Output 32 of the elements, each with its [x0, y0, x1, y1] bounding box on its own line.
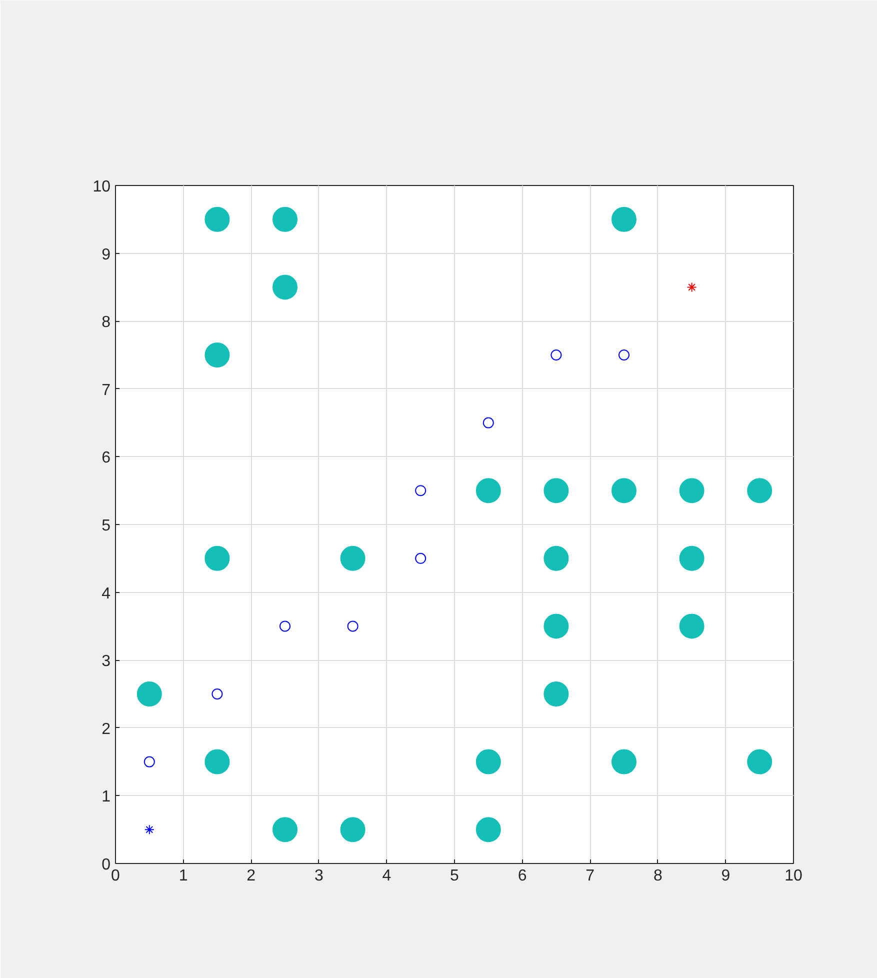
y-tick-label: 2 [102, 720, 111, 738]
y-tick-label: 7 [102, 382, 111, 399]
x-tick-label: 10 [784, 868, 802, 884]
y-tick-label: 4 [102, 585, 111, 602]
x-tick-label: 2 [246, 868, 256, 884]
x-tick-label: 3 [314, 868, 324, 884]
point [212, 688, 223, 700]
point [280, 620, 290, 632]
y-tick-label: 0 [102, 856, 111, 874]
point [415, 552, 426, 564]
point [144, 824, 154, 835]
point [415, 485, 426, 496]
point [144, 756, 155, 768]
y-tick-label: 9 [102, 246, 111, 264]
point [686, 282, 697, 292]
x-tick-label: 8 [653, 868, 662, 884]
x-tick-label: 4 [382, 868, 392, 884]
y-tick-label: 1 [102, 788, 111, 806]
x-tick-label: 7 [586, 868, 595, 884]
point [618, 350, 630, 360]
y-tick-label: 8 [102, 314, 111, 332]
point [347, 620, 358, 632]
y-tick-label: 10 [92, 178, 111, 196]
y-tick-label: 5 [102, 518, 111, 534]
point [482, 417, 494, 428]
y-tick-label: 6 [102, 450, 111, 467]
x-tick-label: 9 [721, 868, 730, 884]
x-tick-label: 6 [518, 868, 527, 884]
y-tick-label: 3 [102, 653, 111, 670]
point [550, 350, 562, 360]
x-tick-label: 1 [178, 868, 188, 884]
x-tick-label: 5 [450, 868, 460, 884]
